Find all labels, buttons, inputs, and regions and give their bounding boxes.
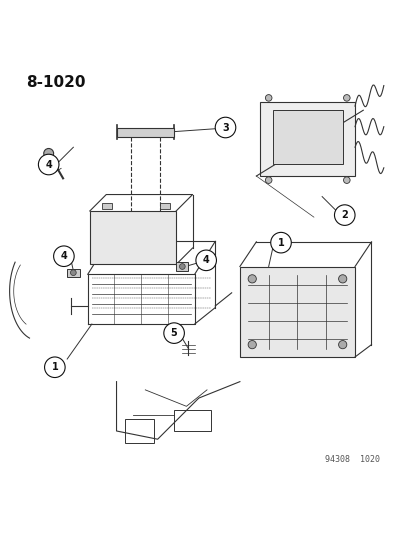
Circle shape — [179, 264, 185, 269]
Text: 4: 4 — [45, 159, 52, 169]
Circle shape — [44, 149, 54, 158]
Text: 2: 2 — [341, 210, 347, 220]
Circle shape — [247, 274, 256, 283]
Text: 4: 4 — [202, 255, 209, 265]
Circle shape — [38, 154, 59, 175]
Circle shape — [265, 177, 271, 183]
Circle shape — [343, 95, 349, 101]
Text: 1: 1 — [277, 238, 284, 248]
FancyBboxPatch shape — [90, 211, 176, 264]
Circle shape — [164, 323, 184, 343]
Circle shape — [343, 177, 349, 183]
Circle shape — [270, 232, 291, 253]
Text: 1: 1 — [51, 362, 58, 372]
Bar — [116, 128, 174, 137]
Text: 4: 4 — [60, 251, 67, 261]
Circle shape — [265, 95, 271, 101]
Circle shape — [54, 246, 74, 266]
Text: 3: 3 — [222, 123, 228, 133]
Bar — [176, 262, 188, 271]
Bar — [174, 410, 211, 431]
Text: 5: 5 — [170, 328, 177, 338]
Bar — [124, 418, 153, 443]
FancyBboxPatch shape — [239, 266, 354, 357]
Bar — [159, 203, 170, 209]
Circle shape — [215, 117, 235, 138]
Bar — [272, 110, 342, 164]
Circle shape — [45, 357, 65, 377]
Circle shape — [247, 341, 256, 349]
Circle shape — [334, 205, 354, 225]
Circle shape — [338, 341, 346, 349]
Circle shape — [195, 250, 216, 271]
Circle shape — [338, 274, 346, 283]
Text: 8-1020: 8-1020 — [26, 75, 85, 90]
Bar — [102, 203, 112, 209]
Bar — [67, 269, 79, 277]
Text: 94308  1020: 94308 1020 — [324, 455, 379, 464]
FancyBboxPatch shape — [260, 102, 354, 176]
Circle shape — [70, 270, 76, 276]
